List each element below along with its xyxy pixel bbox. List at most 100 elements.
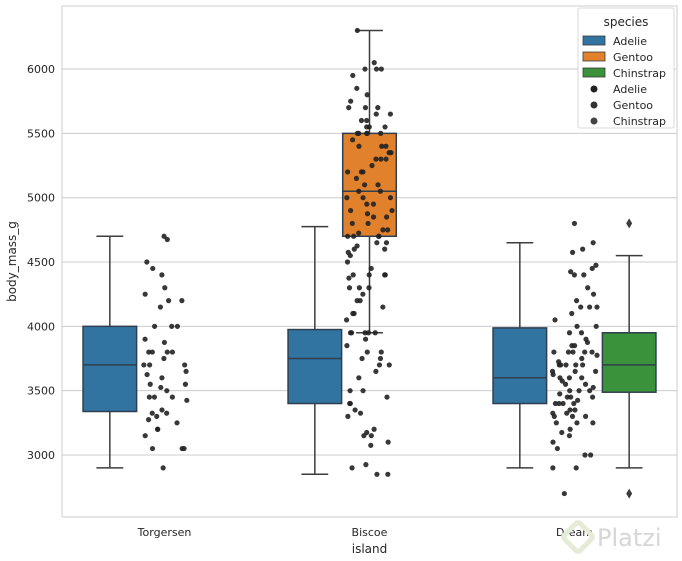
legend-item: Chinstrap xyxy=(582,67,666,80)
y-tick-label: 4000 xyxy=(27,320,55,333)
legend-item: Gentoo xyxy=(590,99,653,112)
strip-point xyxy=(589,394,596,400)
strip-point xyxy=(566,330,573,336)
strip-point xyxy=(579,355,585,362)
legend-label: Gentoo xyxy=(613,99,653,112)
strip-point xyxy=(572,368,578,374)
strip-point xyxy=(373,66,380,72)
y-tick-label: 5500 xyxy=(27,127,55,140)
strip-point xyxy=(347,388,353,394)
strip-point xyxy=(374,240,380,246)
strip-point xyxy=(359,355,365,362)
strip-point xyxy=(558,362,564,368)
strip-point xyxy=(594,304,600,310)
strip-point xyxy=(142,291,148,297)
strip-point xyxy=(375,182,381,188)
strip-point xyxy=(569,249,576,255)
strip-point xyxy=(379,143,385,149)
strip-point xyxy=(573,465,579,471)
strip-point xyxy=(364,211,371,217)
strip-point xyxy=(380,227,386,233)
strip-point xyxy=(141,362,147,368)
strip-point xyxy=(184,397,190,403)
strip-point xyxy=(164,410,170,416)
strip-point xyxy=(366,272,372,278)
strip-point xyxy=(159,272,165,278)
plot-area xyxy=(82,27,657,499)
strip-point xyxy=(582,381,589,387)
strip-point xyxy=(158,384,164,391)
strip-point xyxy=(360,388,366,394)
box-biscoe-adelie xyxy=(287,225,343,476)
strip-point xyxy=(345,169,351,175)
legend-patch xyxy=(582,51,606,62)
y-axis: 3000 3500 4000 4500 5000 5500 6000 xyxy=(27,63,55,462)
legend-dot xyxy=(590,117,598,125)
strip-point xyxy=(382,124,388,130)
strip-point xyxy=(356,143,362,149)
strip-point xyxy=(556,400,562,407)
strip-point xyxy=(385,227,391,233)
strip-point xyxy=(387,195,394,201)
strip-point xyxy=(360,195,366,201)
strip-point xyxy=(351,233,357,239)
watermark-text: Platzi xyxy=(597,524,662,552)
y-tick-label: 3500 xyxy=(27,385,55,398)
strip-point xyxy=(590,420,596,426)
strip-point xyxy=(353,175,360,181)
strip-point xyxy=(146,394,152,400)
strip-point xyxy=(361,433,367,439)
strip-point xyxy=(162,285,168,291)
strip-point xyxy=(386,362,392,368)
strip-point xyxy=(572,407,578,413)
strip-point xyxy=(356,188,362,194)
strip-point xyxy=(386,150,392,156)
strip-point xyxy=(369,162,375,169)
strip-point xyxy=(144,259,150,265)
strip-point xyxy=(377,188,383,194)
strip-point xyxy=(360,169,366,175)
strip-point xyxy=(142,336,148,342)
strip-point xyxy=(354,130,361,136)
strip-point xyxy=(161,355,167,362)
strip-point xyxy=(146,349,152,355)
strip-point xyxy=(357,410,364,416)
strip-point xyxy=(166,298,172,304)
legend: species Adelie Gentoo Chinstrap Adelie Gentoo… xyxy=(577,7,675,129)
strip-point xyxy=(160,465,166,471)
strip-point xyxy=(377,355,384,362)
strip-point xyxy=(576,388,582,394)
strip-point xyxy=(571,272,577,278)
legend-label: Adelie xyxy=(613,35,647,48)
box-dream-chinstrap xyxy=(601,218,657,499)
y-tick-label: 4500 xyxy=(27,256,55,269)
strip-point xyxy=(350,72,356,79)
y-tick-label: 5000 xyxy=(27,192,55,205)
strip-point xyxy=(570,349,576,355)
strip-point xyxy=(582,349,588,355)
strip-point xyxy=(362,105,369,111)
box-iqr xyxy=(601,332,657,393)
strip-point xyxy=(362,336,369,342)
strip-point xyxy=(366,285,372,291)
strip-point xyxy=(360,291,366,297)
legend-item: Gentoo xyxy=(582,51,653,64)
legend-item: Adelie xyxy=(590,83,647,96)
watermark: Platzi xyxy=(561,520,662,554)
strip-point xyxy=(567,426,573,432)
strip-point xyxy=(579,375,585,381)
strip-point xyxy=(385,471,391,477)
strip-point xyxy=(551,349,557,355)
strip-point xyxy=(593,323,599,329)
strip-point xyxy=(370,201,377,207)
strip-point xyxy=(587,388,593,394)
legend-dot xyxy=(590,101,598,109)
y-axis-label: body_mass_g xyxy=(5,221,19,302)
strip-point xyxy=(564,410,570,416)
strip-point xyxy=(557,391,563,397)
strip-point xyxy=(573,362,579,368)
strip-point xyxy=(157,304,164,310)
platzi-logo-icon xyxy=(561,520,595,554)
strip-point xyxy=(375,233,382,239)
strip-point xyxy=(561,490,567,497)
